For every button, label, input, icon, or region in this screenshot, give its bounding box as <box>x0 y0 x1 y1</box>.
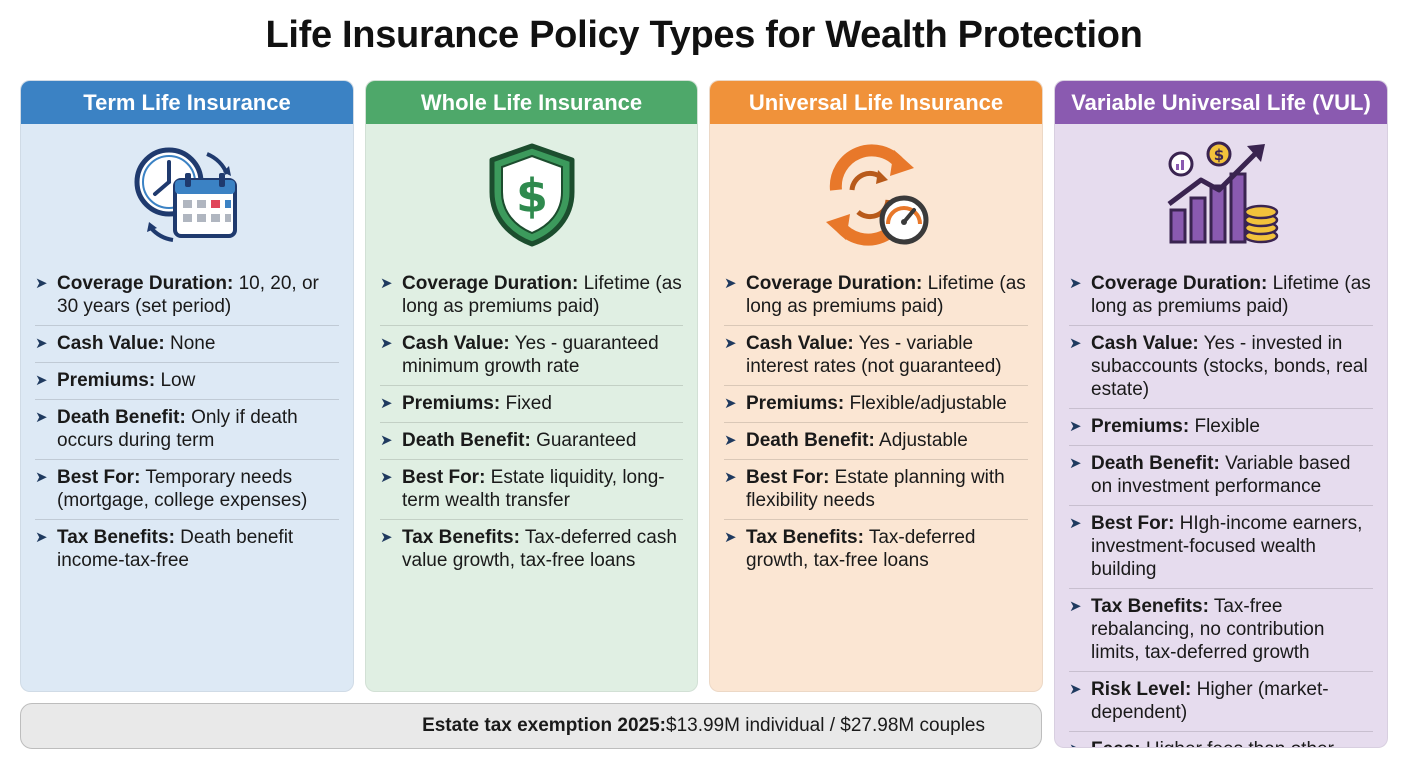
card-title: Variable Universal Life (VUL) <box>1071 89 1371 115</box>
list-item: ➤ Coverage Duration: Lifetime (as long as… <box>1069 266 1373 326</box>
list-item: ➤ Cash Value: None <box>35 326 339 363</box>
banner-value: $13.99M individual / $27.98M couples <box>666 715 985 736</box>
list-item: ➤ Coverage Duration: 10, 20, or 30 years … <box>35 266 339 326</box>
card-header: Term Life Insurance <box>21 81 353 124</box>
chevron-right-icon: ➤ <box>724 529 737 546</box>
feature-list: ➤ Coverage Duration: Lifetime (as long as… <box>710 266 1042 579</box>
list-item: ➤ Death Benefit: Adjustable <box>724 423 1028 460</box>
card-title: Universal Life Insurance <box>748 89 1004 115</box>
chevron-right-icon: ➤ <box>724 395 737 412</box>
svg-text:$: $ <box>1214 146 1224 164</box>
list-item: ➤ Death Benefit: Variable based on invest… <box>1069 446 1373 506</box>
list-item: ➤ Premiums: Low <box>35 363 339 400</box>
list-item: ➤ Tax Benefits: Tax-deferred growth, tax-… <box>724 527 976 571</box>
chevron-right-icon: ➤ <box>35 529 48 546</box>
chevron-right-icon: ➤ <box>35 335 48 352</box>
page-title: Life Insurance Policy Types for Wealth P… <box>265 14 1143 56</box>
chevron-right-icon: ➤ <box>1069 275 1082 292</box>
card-title: Whole Life Insurance <box>420 89 643 115</box>
shield-dollar-icon: $ <box>366 124 697 266</box>
list-item: ➤ Death Benefit: Guaranteed <box>380 423 683 460</box>
chevron-right-icon: ➤ <box>724 432 737 449</box>
list-item: ➤ Best For: Estate planning with flexibil… <box>724 460 1028 520</box>
list-item: ➤ Best For: Estate liquidity, long-term w… <box>380 460 683 520</box>
list-item: ➤ Cash Value: Yes - guaranteed minimum gr… <box>380 326 683 386</box>
card-whole-life: Whole Life Insurance $ ➤ Coverage Duratio… <box>365 80 698 692</box>
chevron-right-icon: ➤ <box>1069 681 1082 698</box>
banner-label: Estate tax exemption 2025: <box>422 715 667 736</box>
chevron-right-icon: ➤ <box>380 432 393 449</box>
card-header: Universal Life Insurance <box>710 81 1042 124</box>
chevron-right-icon: ➤ <box>35 372 48 389</box>
chevron-right-icon: ➤ <box>724 275 737 292</box>
card-title: Term Life Insurance <box>83 89 291 115</box>
card-variable-universal-life: Variable Universal Life (VUL) $ ➤ Coverag… <box>1054 80 1388 748</box>
list-item: ➤ Risk Level: Higher (market-dependent) <box>1069 672 1373 732</box>
list-item: ➤ Tax Benefits: Tax-free rebalancing, no … <box>1069 589 1373 672</box>
growth-chart-coins-icon: $ <box>1055 124 1387 266</box>
list-item: ➤ Best For: Temporary needs (mortgage, co… <box>35 460 339 520</box>
list-item: ➤ Death Benefit: Only if death occurs dur… <box>35 400 339 460</box>
chevron-right-icon: ➤ <box>1069 418 1082 435</box>
list-item: ➤ Coverage Duration: Lifetime (as long as… <box>380 266 683 326</box>
card-term-life: Term Life Insurance ➤ Coverage Dura <box>20 80 354 692</box>
list-item: ➤Fees: Higher fees than other types <box>1069 732 1373 747</box>
card-universal-life: Universal Life Insurance ➤ Coverage Durat… <box>709 80 1043 692</box>
card-header: Variable Universal Life (VUL) <box>1055 81 1387 124</box>
estate-tax-banner: Estate tax exemption 2025: $13.99M indiv… <box>20 703 1042 749</box>
list-item: ➤ Tax Benefits: Death benefit income-tax-… <box>35 527 294 571</box>
chevron-right-icon: ➤ <box>1069 598 1082 615</box>
cycle-gauge-icon <box>710 124 1042 266</box>
feature-list: ➤ Coverage Duration: Lifetime (as long as… <box>1055 266 1387 747</box>
svg-text:$: $ <box>515 169 547 223</box>
list-item: ➤ Premiums: Flexible <box>1069 409 1373 446</box>
chevron-right-icon: ➤ <box>1069 738 1091 747</box>
chevron-right-icon: ➤ <box>380 469 393 486</box>
chevron-right-icon: ➤ <box>380 275 393 292</box>
list-item: ➤ Premiums: Fixed <box>380 386 683 423</box>
chevron-right-icon: ➤ <box>724 469 737 486</box>
chevron-right-icon: ➤ <box>724 335 737 352</box>
chevron-right-icon: ➤ <box>35 275 48 292</box>
feature-list: ➤ Coverage Duration: 10, 20, or 30 years … <box>21 266 353 579</box>
chevron-right-icon: ➤ <box>35 469 48 486</box>
feature-list: ➤ Coverage Duration: Lifetime (as long as… <box>366 266 697 579</box>
chevron-right-icon: ➤ <box>35 409 48 426</box>
chevron-right-icon: ➤ <box>1069 515 1082 532</box>
list-item: ➤ Cash Value: Yes - invested in subaccoun… <box>1069 326 1373 409</box>
clock-calendar-icon <box>21 124 353 266</box>
list-item: ➤ Tax Benefits: Tax-deferred cash value g… <box>380 527 677 571</box>
chevron-right-icon: ➤ <box>380 395 393 412</box>
chevron-right-icon: ➤ <box>1069 455 1082 472</box>
list-item: ➤ Best For: HIgh-income earners, investme… <box>1069 506 1373 589</box>
chevron-right-icon: ➤ <box>380 529 393 546</box>
chevron-right-icon: ➤ <box>380 335 393 352</box>
list-item: ➤ Coverage Duration: Lifetime (as long as… <box>724 266 1028 326</box>
card-header: Whole Life Insurance <box>366 81 697 124</box>
list-item: ➤ Cash Value: Yes - variable interest rat… <box>724 326 1028 386</box>
list-item: ➤ Premiums: Flexible/adjustable <box>724 386 1028 423</box>
chevron-right-icon: ➤ <box>1069 335 1082 352</box>
